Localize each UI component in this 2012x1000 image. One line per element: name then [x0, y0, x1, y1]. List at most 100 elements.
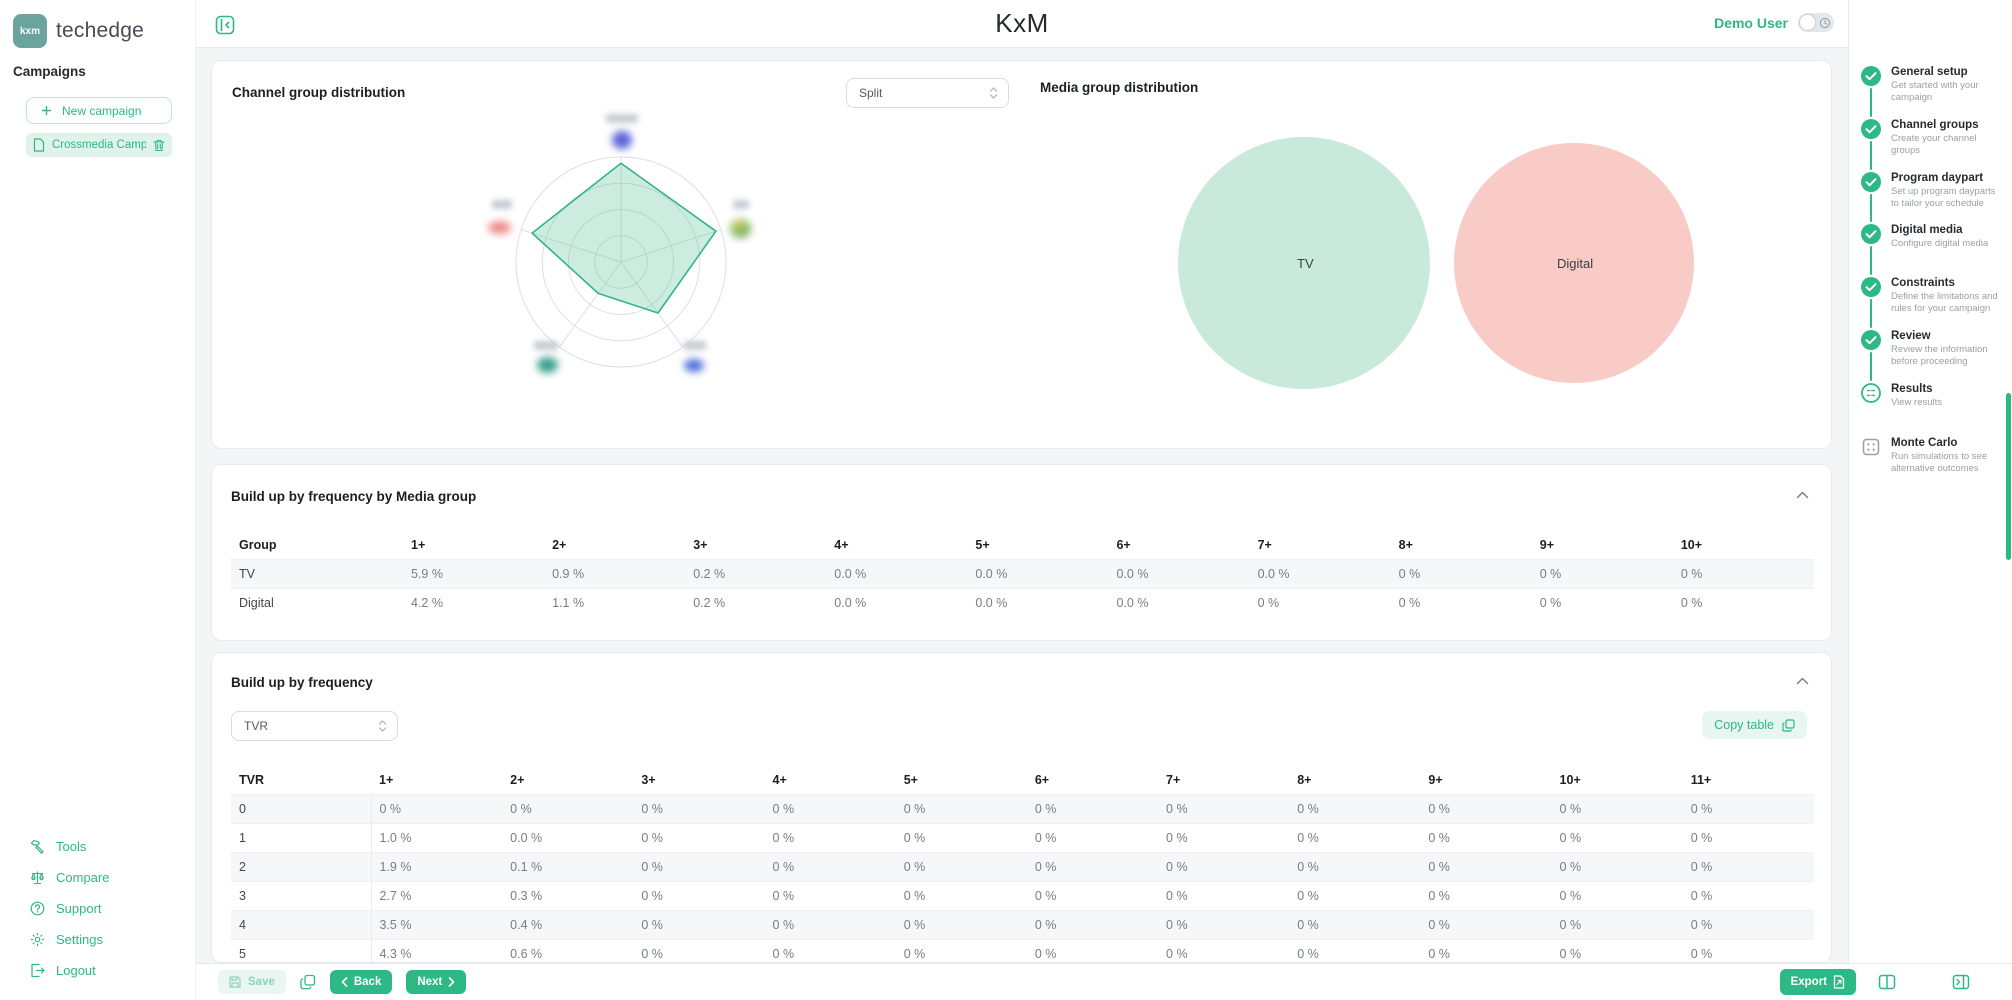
- table-cell: 0 %: [1034, 860, 1057, 874]
- table-cell: 0 %: [1539, 567, 1562, 581]
- export-button[interactable]: Export: [1779, 969, 1856, 995]
- table-cell: 4.2 %: [411, 596, 443, 610]
- sidebar-item-label: Settings: [56, 932, 103, 947]
- table-cell: 0 %: [510, 802, 532, 816]
- step-title: Digital media: [1891, 224, 1963, 236]
- sidebar-item-tools[interactable]: Tools: [0, 831, 195, 862]
- scrollbar-thumb[interactable]: [2006, 393, 2011, 560]
- table-cell: 0 %: [1166, 918, 1188, 932]
- table-cell: 0.2 %: [693, 596, 726, 610]
- row-label: Digital: [239, 596, 274, 610]
- table-cell: 0.2 %: [693, 567, 726, 581]
- venn-diagram: TV Digital: [1178, 137, 1694, 389]
- table-cell: 0 %: [903, 802, 926, 816]
- split-view-button[interactable]: [1878, 973, 1896, 991]
- copy-table-button[interactable]: Copy table: [1702, 711, 1807, 739]
- select-arrows-icon: [378, 720, 387, 732]
- theme-toggle[interactable]: [1798, 13, 1834, 32]
- duplicate-button[interactable]: [300, 974, 316, 990]
- table-row: 1 1.0 % 0.0 % 0 % 0 % 0 % 0 % 0 % 0 % 0 % 0 % 0 %: [231, 823, 1814, 853]
- step-title: Monte Carlo: [1891, 437, 1958, 449]
- bottom-bar: Save Back Next Export: [196, 963, 2012, 1000]
- chevron-left-icon: [341, 977, 348, 987]
- column-header: 3+: [641, 773, 656, 787]
- radar-axis-label-blurred: [534, 341, 558, 350]
- expand-panel-button[interactable]: [1952, 973, 1970, 991]
- sidebar-item-label: Support: [56, 901, 102, 916]
- table-cell: 0 %: [1034, 889, 1057, 903]
- table-cell: 0 %: [1559, 947, 1582, 961]
- brand-name: techedge: [56, 19, 145, 42]
- table-cell: 1.9 %: [379, 860, 412, 874]
- step-desc: Review the information before proceeding: [1891, 344, 1988, 368]
- step-title: Review: [1891, 330, 1931, 342]
- table-cell: 0 %: [1034, 802, 1057, 816]
- sidebar-item-campaign[interactable]: Crossmedia Campaign (...: [26, 133, 172, 157]
- sidebar-item-logout[interactable]: Logout: [0, 955, 195, 986]
- collapse-section-icon[interactable]: [1796, 491, 1809, 499]
- metric-select[interactable]: TVR: [231, 711, 398, 741]
- table-cell: 0 %: [1297, 947, 1319, 961]
- table-cell: 0.0 %: [1116, 596, 1149, 610]
- collapse-section-icon[interactable]: [1796, 677, 1809, 685]
- user-menu[interactable]: Demo User: [1714, 14, 1788, 31]
- scales-icon: [31, 871, 44, 885]
- sidebar-item-settings[interactable]: Settings: [0, 924, 195, 955]
- step-digital-media[interactable]: Digital media Configure digital media: [1861, 224, 2005, 250]
- plus-icon: [42, 106, 51, 115]
- collapse-panel-icon[interactable]: [215, 15, 235, 35]
- step-desc: Configure digital media: [1891, 238, 1989, 249]
- table-row: Digital 4.2 % 1.1 % 0.2 % 0.0 % 0.0 % 0.0 % 0 …: [231, 588, 1814, 618]
- table-cell: 0 %: [1428, 947, 1450, 961]
- table-cell: 0 %: [1398, 567, 1421, 581]
- table-cell: 0 %: [1559, 860, 1582, 874]
- step-constraints[interactable]: Constraints Define the limitations and ru…: [1861, 277, 2005, 316]
- table-cell: 0 %: [903, 947, 926, 961]
- column-header: 5+: [903, 773, 918, 787]
- media-distribution-title: Media group distribution: [1040, 80, 1199, 95]
- step-program-daypart[interactable]: Program daypart Set up program dayparts t…: [1861, 172, 2005, 211]
- step-desc: Create your channel groups: [1891, 133, 1977, 157]
- column-header: 6+: [1034, 773, 1050, 787]
- row-label: 3: [231, 881, 372, 911]
- copy-table-label: Copy table: [1714, 718, 1774, 732]
- table-cell: 0 %: [1034, 947, 1057, 961]
- table-cell: 0 %: [772, 947, 795, 961]
- back-label: Back: [353, 976, 382, 988]
- campaigns-heading: Campaigns: [13, 64, 86, 79]
- step-monte-carlo[interactable]: Monte Carlo Run simulations to see altern…: [1861, 437, 2005, 476]
- step-connector: [1870, 299, 1872, 328]
- split-select[interactable]: Split: [846, 78, 1009, 108]
- step-desc: Set up program dayparts to tailor your s…: [1891, 186, 1996, 210]
- table-row: 3 2.7 % 0.3 % 0 % 0 % 0 % 0 % 0 % 0 % 0 % 0 % 0 %: [231, 881, 1814, 911]
- table-cell: 3.5 %: [379, 918, 412, 932]
- table-cell: 0 %: [1559, 831, 1582, 845]
- channel-logo-blurred: [684, 359, 704, 372]
- trash-icon[interactable]: [153, 139, 165, 152]
- step-desc: Define the limitations and rules for you…: [1891, 291, 1998, 315]
- venn-label-digital: Digital: [1557, 256, 1593, 271]
- step-general-setup[interactable]: General setup Get started with your campa…: [1861, 66, 2005, 105]
- back-button[interactable]: Back: [329, 970, 393, 994]
- table-cell: 0 %: [1398, 596, 1421, 610]
- freq-table: TVR 1+ 2+ 3+ 4+ 5+ 6+ 7+ 8+ 9+ 10+ 11+ 0 0 % 0 % 0 % 0…: [231, 766, 1814, 963]
- column-header: 7+: [1166, 773, 1181, 787]
- step-connector: [1870, 352, 1872, 381]
- save-button[interactable]: Save: [218, 970, 286, 994]
- table-cell: 0 %: [1680, 567, 1703, 581]
- step-results[interactable]: Results View results: [1861, 383, 2005, 409]
- logout-icon: [31, 963, 45, 978]
- column-header: 8+: [1297, 773, 1312, 787]
- step-channel-groups[interactable]: Channel groups Create your channel groups: [1861, 119, 2005, 158]
- new-campaign-button[interactable]: New campaign: [26, 97, 172, 124]
- next-button[interactable]: Next: [406, 970, 467, 994]
- step-review[interactable]: Review Review the information before proc…: [1861, 330, 2005, 369]
- table-header-row: TVR 1+ 2+ 3+ 4+ 5+ 6+ 7+ 8+ 9+ 10+ 11+: [231, 766, 1814, 795]
- sidebar-item-support[interactable]: Support: [0, 893, 195, 924]
- table-cell: 0 %: [1428, 831, 1450, 845]
- sidebar-item-compare[interactable]: Compare: [0, 862, 195, 893]
- table-cell: 0 %: [903, 831, 926, 845]
- table-cell: 0 %: [1166, 889, 1188, 903]
- radar-series: [531, 162, 717, 314]
- table-cell: 0 %: [1428, 860, 1450, 874]
